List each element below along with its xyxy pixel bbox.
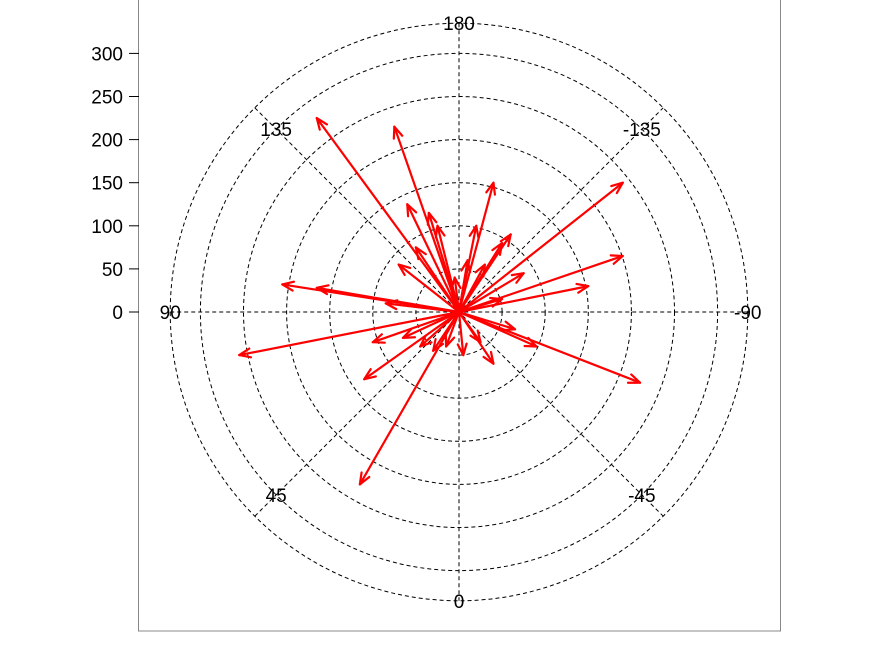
r-tick-label: 200 (91, 131, 123, 152)
vector-arrow-2 (457, 181, 624, 314)
vector-arrow-11 (419, 310, 461, 348)
grid-ring-2 (329, 182, 589, 442)
vector-arrow-10 (363, 310, 461, 381)
r-tick-label: 250 (91, 88, 123, 109)
vector-arrow-19 (457, 259, 472, 314)
plot-frame (138, 0, 781, 632)
angle-label-4: 180 (443, 14, 475, 35)
angle-label-1: 45 (266, 486, 287, 507)
vector-arrow-4 (457, 282, 590, 314)
angle-label-2: 90 (160, 303, 181, 324)
vector-arrow-21 (414, 246, 461, 314)
vector-arrow-8 (457, 310, 642, 384)
angle-label-3: 135 (260, 120, 292, 141)
angle-label-0: 0 (454, 592, 465, 613)
vector-arrow-1 (392, 125, 461, 314)
vector-arrow-20 (397, 263, 461, 314)
vector-arrow-31 (456, 310, 468, 357)
vector-arrow-9 (358, 310, 461, 486)
angle-label-5: -135 (623, 120, 661, 141)
vector-arrow-14 (434, 224, 461, 314)
vector-arrow-27 (457, 310, 538, 348)
angle-label-6: -90 (734, 303, 761, 324)
r-tick-label: 150 (91, 174, 123, 195)
vector-arrow-12 (406, 203, 461, 314)
vector-arrow-7 (238, 310, 461, 359)
vector-arrow-0 (315, 116, 461, 314)
grid-ring-3 (286, 139, 632, 485)
vector-arrow-22 (384, 299, 461, 314)
vector-arrow-6 (315, 284, 461, 314)
vector-arrow-3 (457, 254, 624, 314)
r-tick-label: 300 (91, 44, 123, 65)
radial-axis: 0 50 100 150 200 250 300 (91, 44, 139, 324)
vector-arrow-33 (457, 310, 482, 344)
angle-label-7: -45 (628, 486, 655, 507)
r-tick-label: 50 (102, 260, 123, 281)
vector-arrows (238, 116, 642, 486)
vector-arrow-28 (457, 310, 517, 332)
vector-arrow-15 (457, 181, 497, 314)
vector-arrow-32 (444, 310, 461, 348)
vector-arrow-23 (371, 310, 461, 344)
vector-arrow-30 (457, 272, 525, 314)
vector-arrow-25 (432, 310, 461, 352)
angle-labels: 0 45 90 135 180 -135 -90 -45 (160, 14, 762, 613)
r-tick-label: 100 (91, 217, 123, 238)
r-tick-label: 0 (112, 303, 123, 324)
vector-arrow-29 (457, 296, 504, 314)
vector-arrow-34 (450, 276, 462, 314)
vector-arrow-35 (457, 263, 486, 314)
vector-arrow-24 (401, 310, 461, 339)
